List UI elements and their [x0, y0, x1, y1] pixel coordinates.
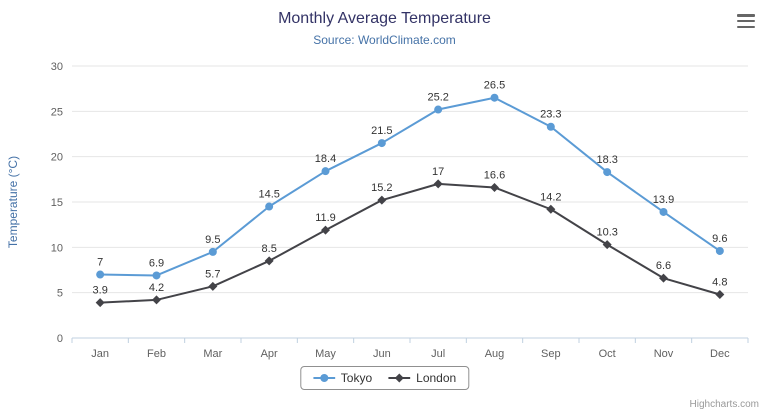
- data-point-london[interactable]: [377, 195, 387, 205]
- data-label-tokyo: 26.5: [484, 80, 505, 92]
- context-menu-button[interactable]: [735, 12, 757, 30]
- data-label-tokyo: 23.3: [540, 109, 561, 121]
- data-label-london: 15.2: [371, 182, 392, 194]
- y-axis-tick-label: 30: [51, 61, 63, 73]
- data-label-tokyo: 6.9: [149, 257, 164, 269]
- diamond-marker-icon: [388, 372, 411, 384]
- x-axis-tick-label: Oct: [599, 348, 616, 360]
- x-axis-tick-label: Feb: [147, 348, 166, 360]
- data-label-london: 6.6: [656, 260, 671, 272]
- data-label-london: 8.5: [262, 243, 277, 255]
- data-label-tokyo: 18.3: [596, 154, 617, 166]
- data-point-london[interactable]: [95, 298, 105, 308]
- series-line-tokyo: [100, 96, 721, 277]
- y-axis-tick-label: 0: [57, 333, 63, 345]
- x-axis-tick-label: Sep: [541, 348, 561, 360]
- data-point-tokyo[interactable]: [208, 247, 217, 256]
- data-label-tokyo: 13.9: [653, 194, 674, 206]
- x-axis-tick-label: Dec: [710, 348, 730, 360]
- data-point-tokyo[interactable]: [152, 271, 161, 280]
- legend-label-tokyo: Tokyo: [340, 371, 373, 385]
- data-point-tokyo[interactable]: [265, 202, 274, 211]
- data-point-london[interactable]: [715, 289, 725, 299]
- x-axis-tick-label: Mar: [203, 348, 222, 360]
- data-point-london[interactable]: [490, 182, 499, 192]
- data-label-tokyo: 7: [97, 257, 103, 269]
- legend: Tokyo London: [299, 366, 470, 390]
- data-label-london: 3.9: [93, 285, 108, 297]
- legend-item-london[interactable]: London: [388, 371, 456, 385]
- credits-link[interactable]: Highcharts.com: [689, 399, 759, 410]
- x-axis-tick-label: Jul: [431, 348, 445, 360]
- data-point-tokyo[interactable]: [659, 207, 668, 216]
- x-axis-tick-label: May: [315, 348, 336, 360]
- x-axis-tick-label: Jan: [91, 348, 109, 360]
- data-point-tokyo[interactable]: [321, 167, 330, 176]
- data-point-london[interactable]: [208, 281, 218, 291]
- series-line-london: [100, 182, 721, 304]
- y-axis-tick-label: 20: [51, 152, 63, 164]
- data-label-london: 16.6: [484, 169, 505, 181]
- data-point-london[interactable]: [602, 240, 612, 250]
- data-label-london: 10.3: [596, 227, 617, 239]
- y-axis-tick-label: 5: [57, 288, 63, 300]
- data-label-london: 4.8: [712, 276, 727, 288]
- data-point-tokyo[interactable]: [715, 246, 724, 255]
- data-point-london[interactable]: [264, 256, 274, 266]
- data-label-london: 11.9: [315, 212, 336, 224]
- y-axis-tick-label: 10: [51, 242, 63, 254]
- data-point-tokyo[interactable]: [546, 122, 555, 131]
- data-label-tokyo: 14.5: [258, 189, 279, 201]
- data-label-tokyo: 9.6: [712, 233, 727, 245]
- data-label-london: 5.7: [205, 268, 220, 280]
- data-point-tokyo[interactable]: [377, 139, 386, 148]
- circle-marker-icon: [312, 372, 335, 384]
- legend-item-tokyo[interactable]: Tokyo: [312, 371, 373, 385]
- chart-title: Monthly Average Temperature: [278, 10, 491, 27]
- x-axis-tick-label: Nov: [654, 348, 674, 360]
- data-point-london[interactable]: [152, 295, 161, 305]
- data-label-tokyo: 21.5: [371, 125, 392, 137]
- x-axis-tick-label: Jun: [373, 348, 391, 360]
- data-label-london: 14.2: [540, 191, 561, 203]
- data-point-london[interactable]: [321, 225, 330, 235]
- data-point-london[interactable]: [546, 204, 556, 214]
- data-point-tokyo[interactable]: [603, 168, 612, 177]
- hamburger-icon: [737, 14, 755, 28]
- data-label-london: 17: [432, 166, 444, 178]
- data-label-tokyo: 18.4: [315, 153, 336, 165]
- y-axis-tick-label: 15: [51, 197, 63, 209]
- data-point-tokyo[interactable]: [96, 270, 105, 279]
- data-label-london: 4.2: [149, 282, 164, 294]
- y-axis-tick-label: 25: [51, 106, 63, 118]
- chart-subtitle: Source: WorldClimate.com: [313, 33, 456, 47]
- data-point-tokyo[interactable]: [434, 105, 443, 114]
- legend-label-london: London: [416, 371, 457, 385]
- data-point-london[interactable]: [659, 273, 668, 283]
- x-axis-tick-label: Apr: [261, 348, 278, 360]
- data-label-tokyo: 25.2: [427, 92, 448, 104]
- data-point-london[interactable]: [433, 179, 443, 189]
- data-point-tokyo[interactable]: [490, 93, 499, 102]
- x-axis-tick-label: Aug: [485, 348, 505, 360]
- data-label-tokyo: 9.5: [205, 234, 220, 246]
